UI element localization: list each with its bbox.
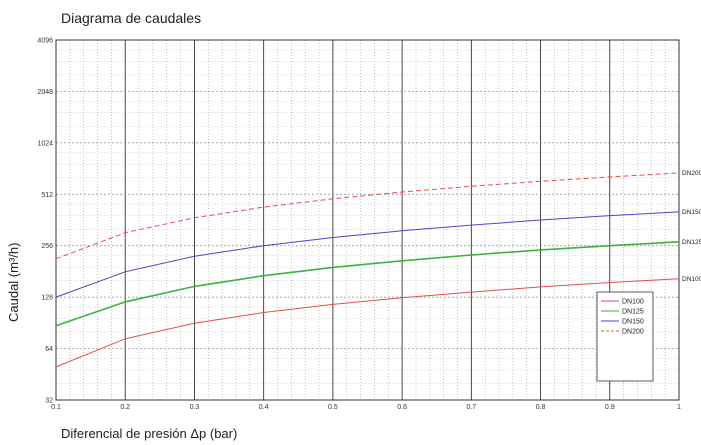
x-tick-label: 0.3 <box>190 404 200 411</box>
legend-box <box>596 291 654 382</box>
y-tick-label: 512 <box>41 192 53 199</box>
series-line-dn150 <box>55 211 680 298</box>
x-tick-label: 0.9 <box>605 404 615 411</box>
x-tick-label: 0.2 <box>120 404 130 411</box>
y-tick-label: 4096 <box>37 38 53 45</box>
x-tick-label: 0.5 <box>328 404 338 411</box>
plot-frame <box>55 39 680 401</box>
end-label-dn125: DN125 <box>682 239 701 246</box>
end-label-dn200: DN200 <box>682 170 701 177</box>
chart-title: Diagrama de caudales <box>61 10 202 26</box>
y-tick-label: 64 <box>45 346 53 353</box>
legend-label-dn200: DN200 <box>622 329 644 336</box>
legend-label-dn150: DN150 <box>622 319 644 326</box>
x-tick-label: 0.6 <box>397 404 407 411</box>
plot-area <box>56 40 679 400</box>
series-line-dn100 <box>55 278 680 368</box>
end-label-dn150: DN150 <box>682 209 701 216</box>
legend-label-dn100: DN100 <box>622 299 644 306</box>
legend-label-dn125: DN125 <box>622 309 644 316</box>
y-tick-label: 2048 <box>37 89 53 96</box>
x-tick-label: 1 <box>677 404 681 411</box>
x-tick-label: 0.7 <box>466 404 476 411</box>
x-tick-label: 0.8 <box>536 404 546 411</box>
x-tick-label: 0.4 <box>259 404 269 411</box>
y-tick-label: 128 <box>41 295 53 302</box>
x-axis-label: Diferencial de presión Δp (bar) <box>61 426 238 441</box>
y-tick-label: 32 <box>45 398 53 405</box>
y-tick-label: 1024 <box>37 140 53 147</box>
x-tick-label: 0.1 <box>51 404 61 411</box>
y-tick-label: 256 <box>41 243 53 250</box>
end-label-dn100: DN100 <box>682 276 701 283</box>
series-line-dn125 <box>55 241 680 327</box>
